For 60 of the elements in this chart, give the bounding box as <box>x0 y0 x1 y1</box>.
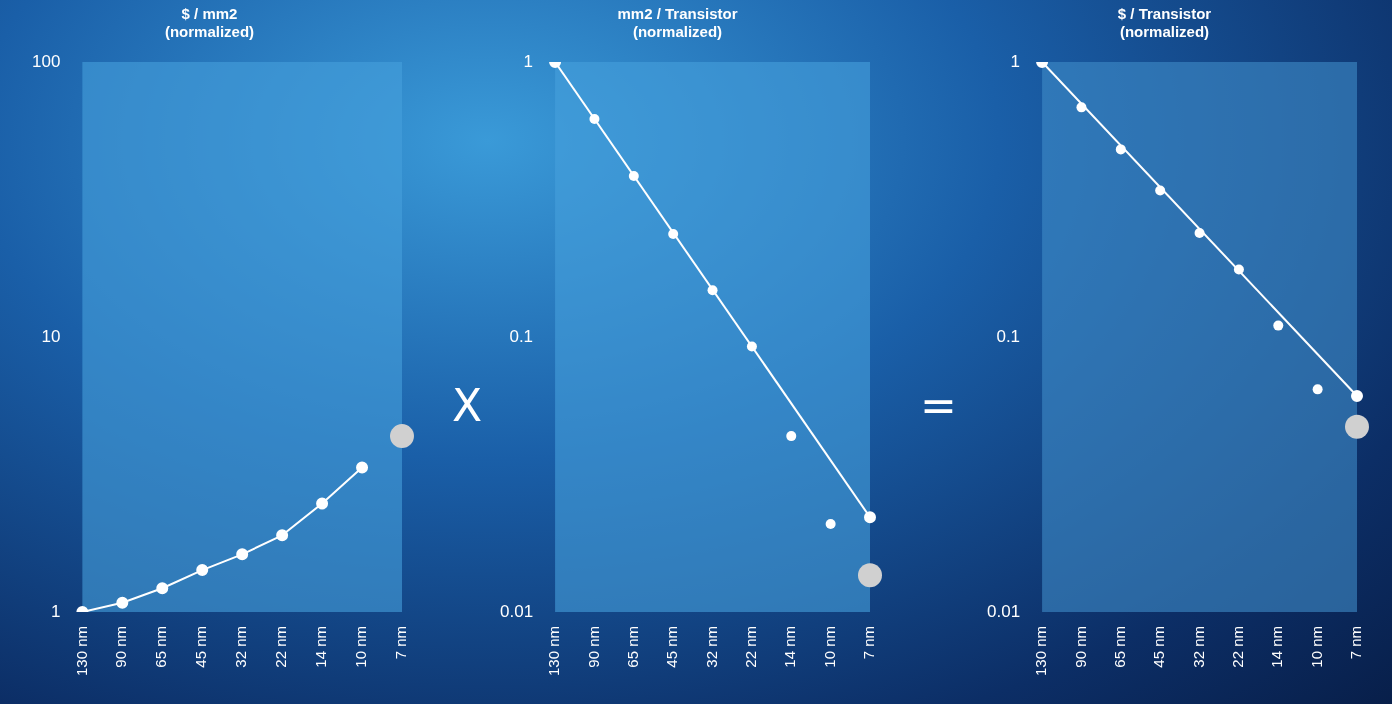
point <box>390 424 414 449</box>
text: X <box>452 380 483 431</box>
point <box>236 548 249 561</box>
x-tick-label: 14 nm <box>1268 625 1286 668</box>
x-tick-label: 65 nm <box>623 625 641 668</box>
point <box>864 511 876 524</box>
point <box>786 431 797 442</box>
x-tick-label: 130 nm <box>545 625 563 677</box>
point <box>156 582 169 595</box>
chart-title: $ / Transistor <box>1117 5 1212 23</box>
x-tick-label: 130 nm <box>1032 625 1050 677</box>
x-tick-label: 65 nm <box>152 625 170 668</box>
point <box>825 518 836 529</box>
y-tick-label: 10 <box>41 326 61 346</box>
x-tick-label: 45 nm <box>663 625 681 668</box>
x-tick-label: 90 nm <box>112 625 130 668</box>
y-tick-label: 0.1 <box>509 326 534 346</box>
chart-title: $ / mm2 <box>181 5 238 23</box>
text: = <box>920 380 957 431</box>
chart-title: mm2 / Transistor <box>617 5 738 23</box>
x-tick-label: 14 nm <box>781 625 799 668</box>
y-tick-label: 1 <box>50 601 61 621</box>
x-tick-label: 22 nm <box>742 625 760 668</box>
point <box>858 563 882 588</box>
point <box>1273 320 1284 331</box>
chart-subtitle: (normalized) <box>1119 23 1210 41</box>
chart-subtitle: (normalized) <box>632 23 723 41</box>
x-tick-label: 32 nm <box>702 625 720 668</box>
x-tick-label: 32 nm <box>1189 625 1207 668</box>
x-tick-label: 10 nm <box>1307 625 1325 668</box>
point <box>276 529 289 542</box>
point <box>196 564 209 577</box>
x-tick-label: 45 nm <box>192 625 210 668</box>
x-tick-label: 90 nm <box>584 625 602 668</box>
point <box>356 461 369 474</box>
x-tick-label: 14 nm <box>312 625 330 668</box>
y-tick-label: 0.01 <box>499 601 534 621</box>
x-tick-label: 65 nm <box>1110 625 1128 668</box>
chart-subtitle: (normalized) <box>164 23 255 41</box>
y-tick-label: 1 <box>1010 51 1021 71</box>
x-tick-label: 7 nm <box>1347 625 1365 660</box>
point <box>1351 390 1363 403</box>
point <box>316 497 329 510</box>
x-tick-label: 45 nm <box>1150 625 1168 668</box>
x-tick-label: 90 nm <box>1071 625 1089 668</box>
point <box>116 596 129 609</box>
x-tick-label: 22 nm <box>272 625 290 668</box>
x-tick-label: 130 nm <box>72 625 90 677</box>
point <box>1345 414 1369 439</box>
x-tick-label: 10 nm <box>820 625 838 668</box>
y-tick-label: 0.1 <box>996 326 1021 346</box>
y-tick-label: 1 <box>523 51 534 71</box>
point <box>1312 384 1323 395</box>
y-tick-label: 0.01 <box>986 601 1021 621</box>
x-tick-label: 32 nm <box>232 625 250 668</box>
x-tick-label: 22 nm <box>1229 625 1247 668</box>
x-tick-label: 7 nm <box>860 625 878 660</box>
y-tick-label: 100 <box>31 51 61 71</box>
x-tick-label: 7 nm <box>392 625 410 660</box>
x-tick-label: 10 nm <box>352 625 370 668</box>
